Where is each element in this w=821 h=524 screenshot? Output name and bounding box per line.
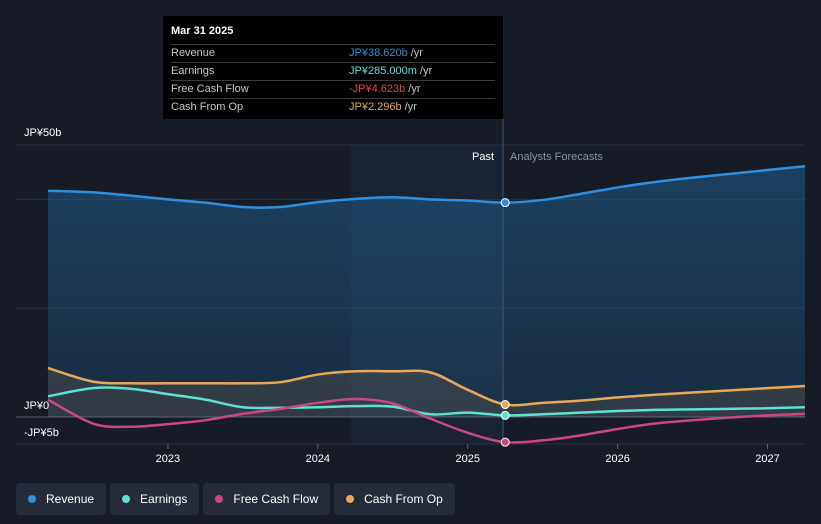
y-label-zero: JP¥0 xyxy=(24,400,49,412)
legend: Revenue Earnings Free Cash Flow Cash Fro… xyxy=(16,483,455,515)
y-label-top: JP¥50b xyxy=(24,127,61,139)
earnings-line xyxy=(47,386,806,417)
legend-dot-icon xyxy=(122,495,131,503)
cash-from-op-area xyxy=(48,368,805,417)
tooltip-unit: /yr xyxy=(419,65,433,77)
tooltip-value: JP¥2.296b xyxy=(349,101,402,113)
legend-dot-icon xyxy=(346,495,355,503)
legend-item-free-cash-flow[interactable]: Free Cash Flow xyxy=(203,483,331,515)
revenue-line xyxy=(47,164,806,209)
forecast-label: Analysts Forecasts xyxy=(510,151,603,163)
tooltip-unit: /yr xyxy=(404,101,417,113)
tooltip-value: JP¥38.620b xyxy=(349,47,408,59)
earnings-marker xyxy=(500,410,510,420)
legend-label: Free Cash Flow xyxy=(233,492,319,506)
legend-label: Cash From Op xyxy=(364,492,443,506)
revenue-marker xyxy=(500,198,510,208)
y-label-bottom: -JP¥5b xyxy=(24,427,59,439)
tooltip-label: Revenue xyxy=(171,47,216,59)
forecast-region xyxy=(505,145,805,444)
tooltip: Mar 31 2025 Revenue JP¥38.620b /yr Earni… xyxy=(163,16,503,119)
revenue-area xyxy=(48,166,805,417)
tooltip-row-earnings: Earnings JP¥285.000m /yr xyxy=(171,62,495,80)
legend-item-revenue[interactable]: Revenue xyxy=(16,483,107,515)
tooltip-row-cash-from-op: Cash From Op JP¥2.296b /yr xyxy=(171,98,495,116)
legend-dot-icon xyxy=(215,495,224,503)
legend-item-earnings[interactable]: Earnings xyxy=(110,483,200,515)
tooltip-value: -JP¥4.623b xyxy=(349,83,406,95)
x-tick-label: 2026 xyxy=(605,453,629,465)
legend-label: Earnings xyxy=(140,492,188,506)
tooltip-row-revenue: Revenue JP¥38.620b /yr xyxy=(171,44,495,62)
tooltip-unit: /yr xyxy=(410,47,423,59)
legend-dot-icon xyxy=(28,495,36,503)
past-label: Past xyxy=(472,151,494,163)
tooltip-label: Free Cash Flow xyxy=(171,83,249,95)
chart-area: JP¥50b JP¥0 -JP¥5b Past Analysts Forecas… xyxy=(16,119,806,465)
cash-from-op-marker xyxy=(500,400,510,410)
x-tick-label: 2027 xyxy=(755,453,779,465)
tooltip-label: Cash From Op xyxy=(171,101,244,113)
cash-from-op-line xyxy=(47,366,806,407)
x-tick-label: 2024 xyxy=(306,453,330,465)
x-tick-label: 2025 xyxy=(455,453,479,465)
x-tick-label: 2023 xyxy=(156,453,180,465)
tooltip-row-free-cash-flow: Free Cash Flow -JP¥4.623b /yr xyxy=(171,80,495,98)
tooltip-value: JP¥285.000m xyxy=(349,65,417,77)
legend-item-cash-from-op[interactable]: Cash From Op xyxy=(334,483,455,515)
tooltip-label: Earnings xyxy=(171,65,215,77)
legend-label: Revenue xyxy=(46,492,95,506)
free-cash-flow-line xyxy=(47,397,806,444)
tooltip-date: Mar 31 2025 xyxy=(171,25,234,37)
tooltip-unit: /yr xyxy=(408,83,421,95)
free-cash-flow-marker xyxy=(500,437,510,447)
